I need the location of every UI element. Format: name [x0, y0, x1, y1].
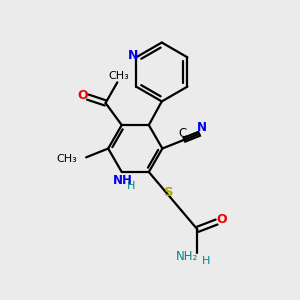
Text: NH₂: NH₂: [176, 250, 198, 263]
Text: H: H: [202, 256, 210, 266]
Text: CH₃: CH₃: [56, 154, 77, 164]
Text: H: H: [127, 181, 135, 191]
Text: CH₃: CH₃: [108, 71, 129, 82]
Text: N: N: [197, 121, 207, 134]
Text: NH: NH: [113, 174, 133, 187]
Text: C: C: [179, 127, 187, 140]
Text: O: O: [77, 88, 88, 101]
Text: O: O: [217, 214, 227, 226]
Text: S: S: [164, 186, 173, 199]
Text: N: N: [128, 49, 138, 62]
